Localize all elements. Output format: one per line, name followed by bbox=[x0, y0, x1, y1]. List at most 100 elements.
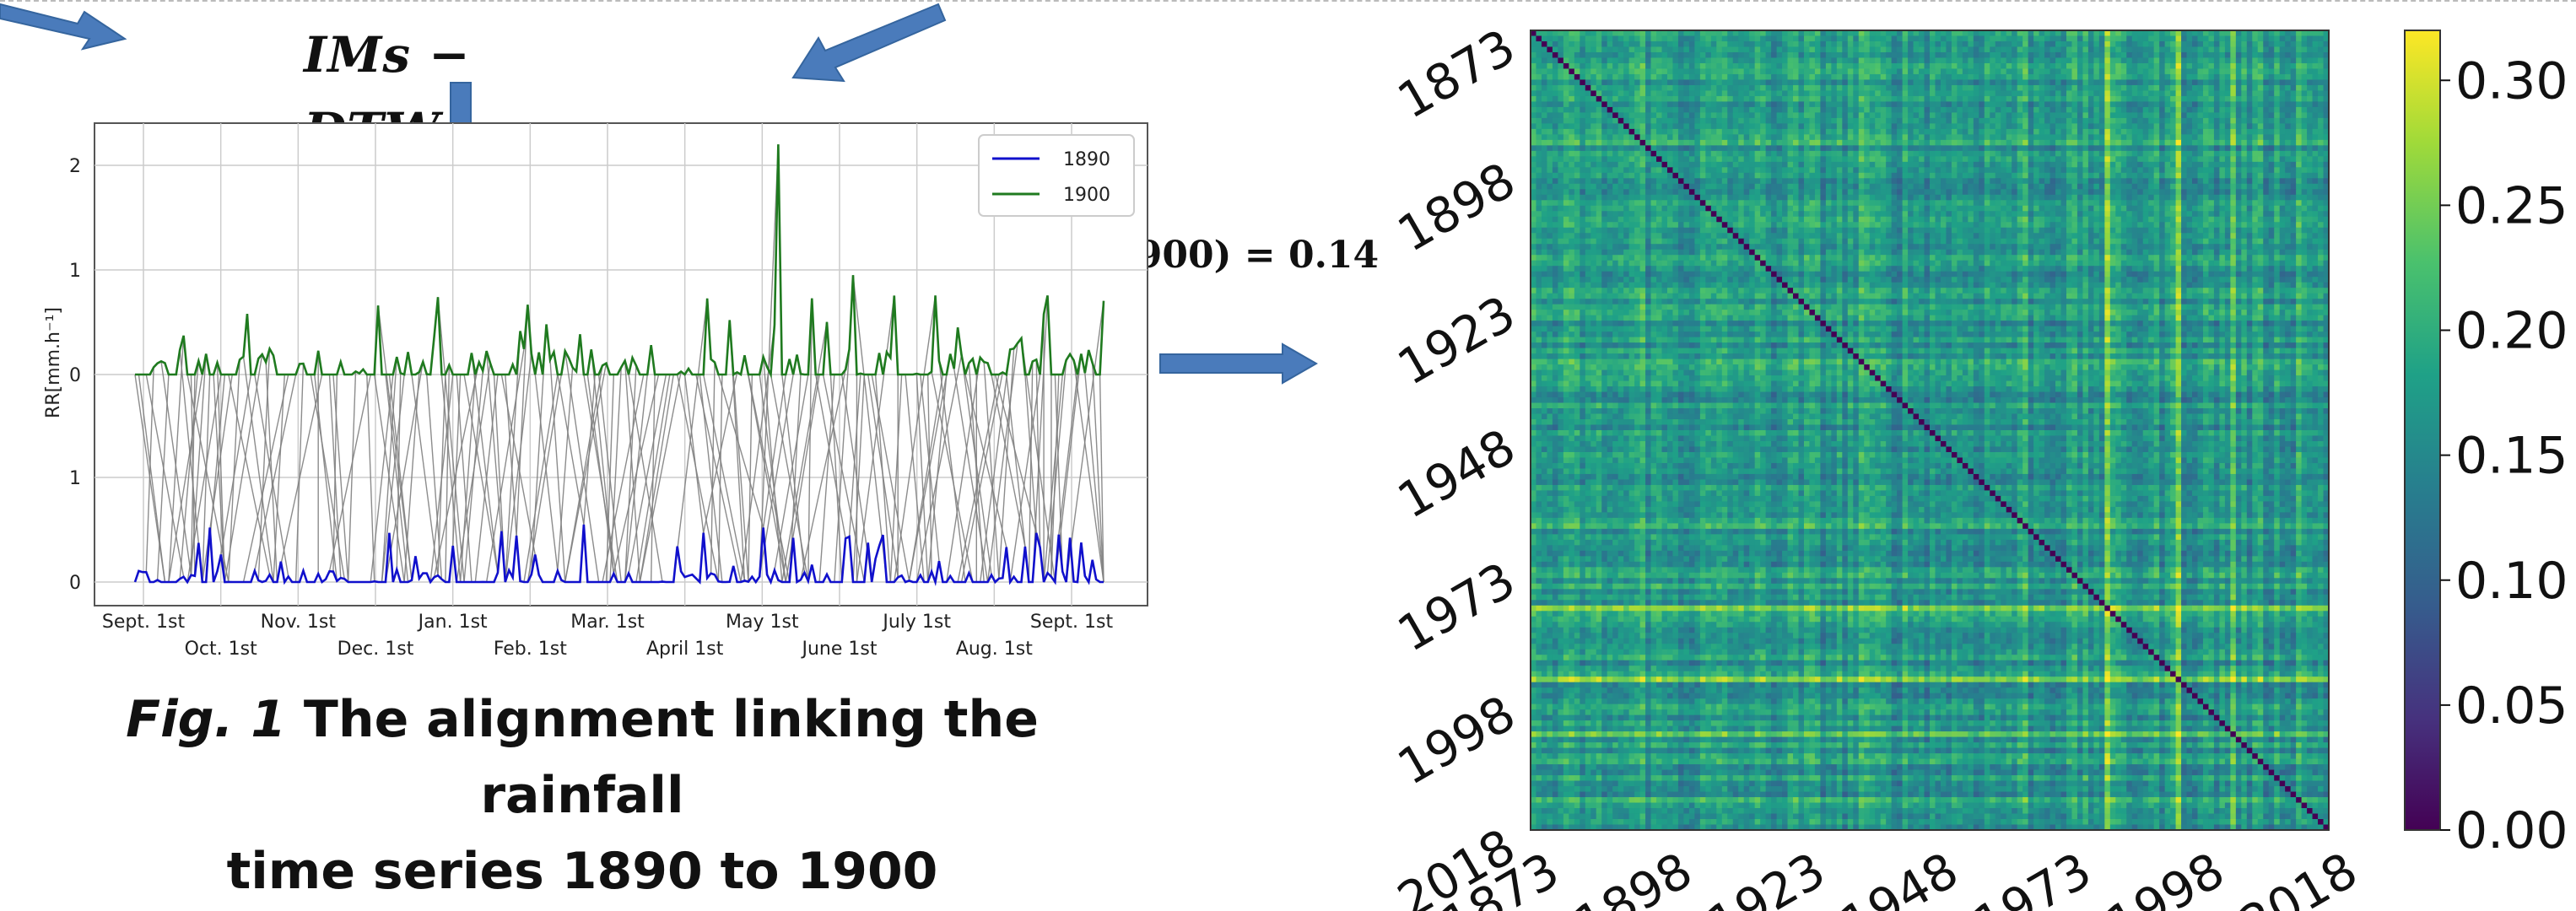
heatmap-cell bbox=[1809, 178, 1816, 185]
heatmap-cell bbox=[1558, 205, 1564, 212]
heatmap-cell bbox=[1962, 101, 1968, 108]
heatmap-cell bbox=[2060, 200, 2067, 207]
heatmap-cell bbox=[2197, 35, 2204, 42]
heatmap-cell bbox=[1639, 150, 1646, 157]
alignment-line bbox=[224, 354, 263, 583]
heatmap-cell bbox=[2044, 35, 2051, 42]
heatmap-cell bbox=[1793, 167, 1800, 174]
heatmap-cell bbox=[2274, 123, 2281, 130]
heatmap-cell bbox=[1563, 167, 1569, 174]
alignment-line bbox=[703, 374, 746, 581]
heatmap-cell bbox=[1793, 189, 1800, 196]
heatmap-cell bbox=[1803, 73, 1811, 81]
heatmap-cell bbox=[2257, 57, 2264, 64]
heatmap-cell bbox=[2098, 79, 2105, 86]
heatmap-cell bbox=[2219, 200, 2226, 207]
heatmap-cell bbox=[1666, 35, 1674, 42]
heatmap-cell bbox=[1721, 112, 1728, 119]
heatmap-cell bbox=[1809, 90, 1816, 97]
heatmap-cell bbox=[1617, 156, 1624, 163]
heatmap-cell bbox=[2093, 68, 2100, 75]
heatmap-cell bbox=[1634, 172, 1641, 179]
x-tick-label: Oct. 1st bbox=[185, 639, 257, 660]
heatmap-cell bbox=[2170, 194, 2177, 201]
heatmap-cell bbox=[1957, 172, 1963, 179]
heatmap-cell bbox=[1875, 51, 1882, 59]
heatmap-cell bbox=[1940, 73, 1947, 81]
heatmap-cell bbox=[1886, 172, 1893, 179]
heatmap-cell bbox=[2252, 139, 2259, 146]
heatmap-cell bbox=[1580, 46, 1586, 53]
heatmap-cell bbox=[1710, 84, 1717, 92]
heatmap-cell bbox=[1531, 117, 1537, 124]
heatmap-cell bbox=[2192, 123, 2199, 130]
heatmap-cell bbox=[1688, 172, 1695, 179]
heatmap-cell bbox=[1727, 101, 1734, 108]
heatmap-cell bbox=[2071, 123, 2078, 130]
heatmap-cell bbox=[2082, 68, 2089, 75]
heatmap-cell bbox=[1607, 134, 1613, 141]
heatmap-cell bbox=[1886, 205, 1893, 212]
heatmap-cell bbox=[2028, 79, 2034, 86]
heatmap-cell bbox=[1782, 150, 1789, 157]
heatmap-cell bbox=[2208, 30, 2215, 37]
heatmap-cell bbox=[1639, 205, 1646, 212]
heatmap-cell bbox=[2235, 51, 2242, 59]
heatmap-cell bbox=[2028, 150, 2034, 157]
heatmap-cell bbox=[2001, 128, 2007, 135]
heatmap-cell bbox=[1990, 101, 1996, 108]
heatmap-cell bbox=[2039, 178, 2045, 185]
heatmap-cell bbox=[2170, 150, 2177, 157]
heatmap-cell bbox=[1552, 40, 1558, 48]
heatmap-cell bbox=[1639, 183, 1646, 190]
heatmap-cell bbox=[1688, 68, 1695, 75]
heatmap-cell bbox=[1666, 145, 1674, 152]
alignment-line bbox=[228, 374, 271, 575]
heatmap-cell bbox=[2274, 134, 2281, 141]
heatmap-cell bbox=[1699, 106, 1706, 113]
heatmap-cell bbox=[2012, 62, 2018, 70]
heatmap-cell bbox=[1776, 84, 1783, 92]
heatmap-cell bbox=[2241, 145, 2248, 152]
heatmap-cell bbox=[1782, 178, 1789, 185]
heatmap-cell bbox=[2175, 73, 2182, 81]
heatmap-cell bbox=[2044, 112, 2051, 119]
heatmap-cell bbox=[2109, 123, 2116, 130]
heatmap-cell bbox=[1831, 134, 1838, 141]
heatmap-cell bbox=[1683, 90, 1690, 97]
heatmap-cell bbox=[2055, 79, 2062, 86]
heatmap-cell bbox=[1617, 62, 1624, 70]
heatmap-cell bbox=[1831, 95, 1838, 103]
heatmap-cell bbox=[1596, 112, 1602, 119]
heatmap-cell bbox=[1558, 84, 1564, 92]
arrow-top-left bbox=[0, 3, 127, 51]
heatmap-cell bbox=[2186, 90, 2193, 97]
heatmap-cell bbox=[2170, 40, 2177, 48]
heatmap-cell bbox=[2109, 150, 2116, 157]
heatmap-cell bbox=[1809, 205, 1816, 212]
heatmap-cell bbox=[2104, 101, 2111, 108]
heatmap-cell bbox=[1990, 128, 1996, 135]
heatmap-cell bbox=[2066, 200, 2073, 207]
heatmap-cell bbox=[1683, 40, 1690, 48]
heatmap-cell bbox=[1590, 40, 1597, 48]
heatmap-cell bbox=[2087, 46, 2094, 53]
heatmap-cell bbox=[2192, 51, 2199, 59]
heatmap-cell bbox=[2164, 156, 2171, 163]
heatmap-cell bbox=[2208, 90, 2215, 97]
heatmap-cell bbox=[2109, 172, 2116, 179]
heatmap-cell bbox=[2001, 189, 2007, 196]
heatmap-cell bbox=[1803, 68, 1811, 75]
heatmap-cell bbox=[2274, 178, 2281, 185]
heatmap-cell bbox=[1771, 40, 1778, 48]
heatmap-cell bbox=[1574, 57, 1580, 64]
heatmap-cell bbox=[1645, 117, 1652, 124]
heatmap-cell bbox=[1908, 167, 1914, 174]
heatmap-cell bbox=[1831, 172, 1838, 179]
heatmap-cell bbox=[2022, 161, 2029, 168]
heatmap-cell bbox=[2268, 84, 2275, 92]
heatmap-cell bbox=[2285, 106, 2292, 113]
heatmap-cell bbox=[2164, 95, 2171, 103]
heatmap-cell bbox=[1820, 40, 1827, 48]
heatmap-cell bbox=[2252, 117, 2259, 124]
